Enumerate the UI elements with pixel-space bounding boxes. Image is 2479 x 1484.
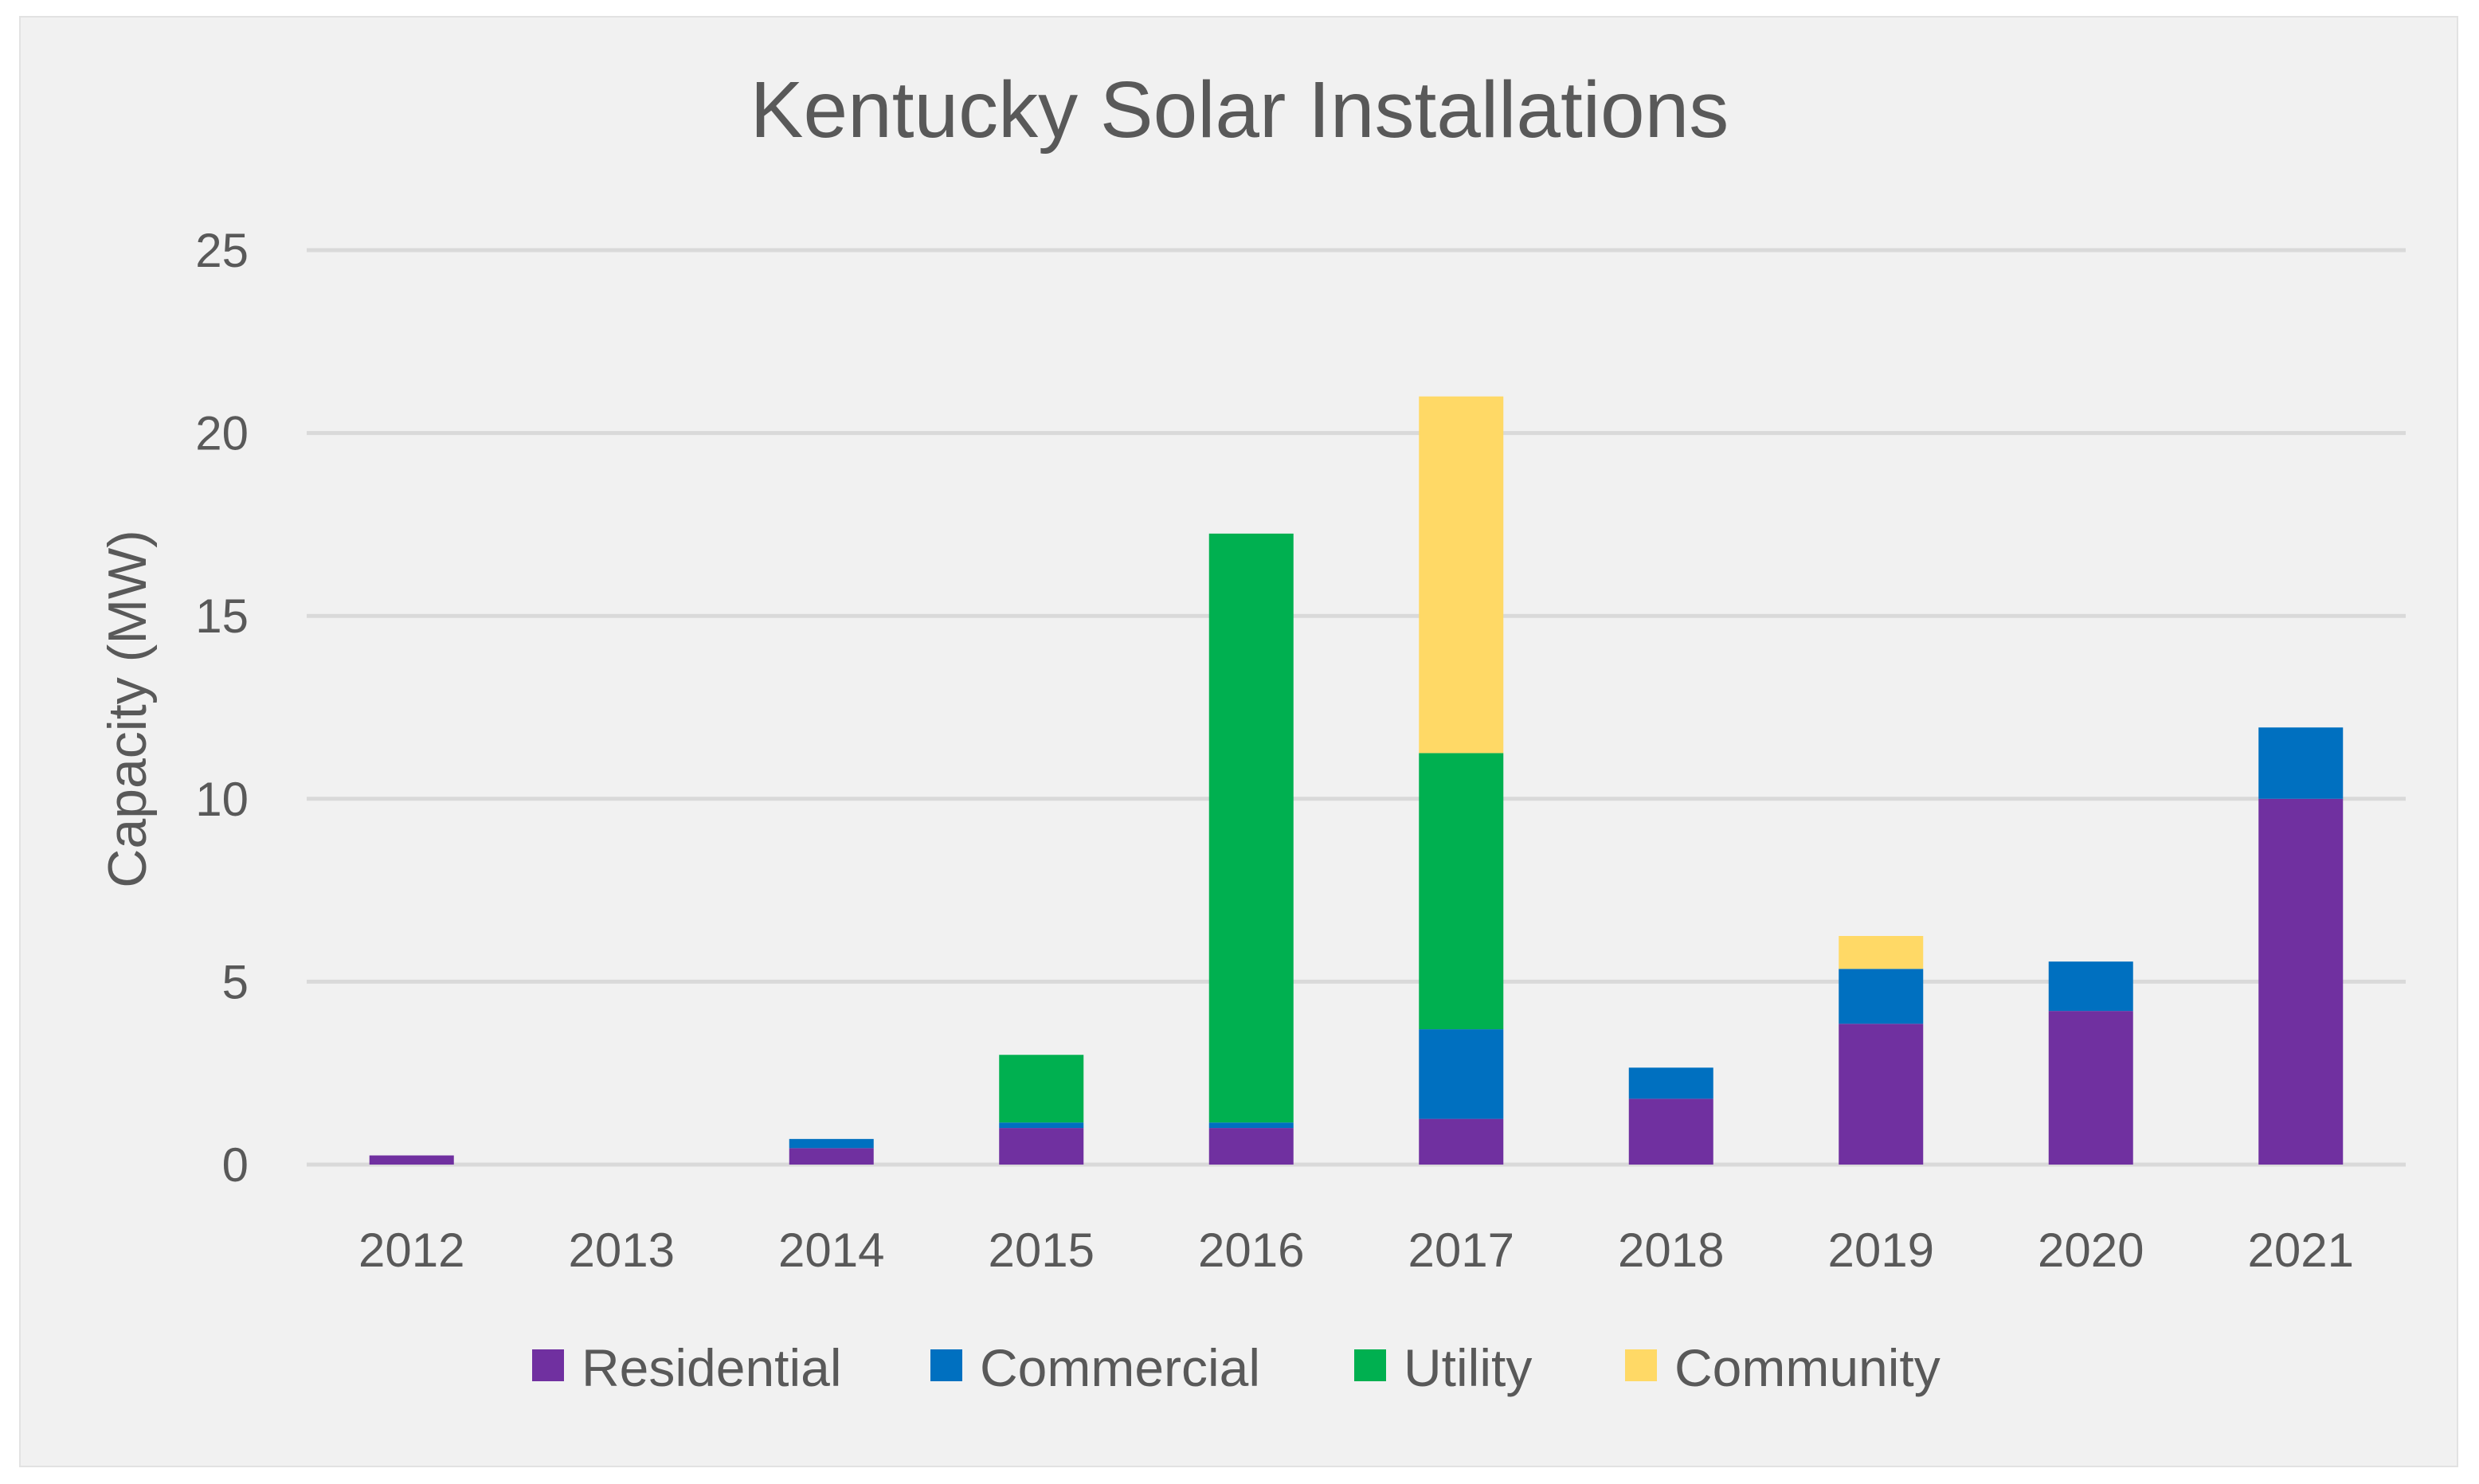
bar-commercial-2014 (789, 1138, 874, 1149)
bar-commercial-2017 (1419, 1029, 1504, 1119)
bar-utility-2017 (1419, 753, 1504, 1030)
x-tick-label: 2021 (2248, 1224, 2354, 1277)
bar-residential-2020 (2048, 1011, 2133, 1165)
bar-utility-2015 (999, 1055, 1084, 1123)
x-tick-label: 2017 (1408, 1224, 1514, 1277)
bar-community-2019 (1839, 936, 1924, 969)
legend-swatch-utility (1354, 1349, 1386, 1381)
bar-utility-2016 (1208, 533, 1294, 1123)
x-tick-label: 2015 (989, 1224, 1095, 1277)
bar-commercial-2018 (1628, 1067, 1713, 1099)
legend-swatch-residential (532, 1349, 564, 1381)
y-tick-label: 15 (195, 589, 249, 643)
x-tick-label: 2016 (1198, 1224, 1304, 1277)
bar-residential-2014 (789, 1148, 874, 1165)
bar-residential-2015 (999, 1128, 1084, 1165)
y-tick-label: 10 (195, 773, 249, 826)
legend-label-utility: Utility (1404, 1338, 1532, 1397)
legend-label-community: Community (1674, 1338, 1941, 1397)
bar-residential-2017 (1419, 1118, 1504, 1165)
y-tick-label: 5 (222, 955, 249, 1008)
x-tick-label: 2020 (2038, 1224, 2144, 1277)
bar-commercial-2016 (1208, 1122, 1294, 1129)
bar-residential-2016 (1208, 1128, 1294, 1165)
x-tick-label: 2012 (358, 1224, 464, 1277)
bar-commercial-2015 (999, 1122, 1084, 1129)
y-axis-label: Capacity (MW) (97, 530, 158, 888)
bar-residential-2021 (2258, 798, 2344, 1165)
bar-commercial-2021 (2258, 727, 2344, 799)
bar-residential-2012 (369, 1155, 454, 1165)
bar-community-2017 (1419, 396, 1504, 754)
legend-label-commercial: Commercial (980, 1338, 1260, 1397)
y-tick-label: 25 (195, 224, 249, 277)
bar-commercial-2020 (2048, 961, 2133, 1012)
bar-residential-2018 (1628, 1098, 1713, 1165)
bar-residential-2019 (1839, 1024, 1924, 1165)
y-tick-label: 0 (222, 1138, 249, 1192)
legend-label-residential: Residential (582, 1338, 842, 1397)
x-tick-label: 2018 (1618, 1224, 1724, 1277)
bar-commercial-2019 (1839, 969, 1924, 1024)
x-tick-label: 2013 (569, 1224, 675, 1277)
x-tick-label: 2014 (778, 1224, 884, 1277)
x-tick-label: 2019 (1828, 1224, 1934, 1277)
legend-swatch-commercial (930, 1349, 962, 1381)
chart-title: Kentucky Solar Installations (750, 65, 1729, 155)
y-tick-label: 20 (195, 407, 249, 460)
legend-swatch-community (1625, 1349, 1657, 1381)
